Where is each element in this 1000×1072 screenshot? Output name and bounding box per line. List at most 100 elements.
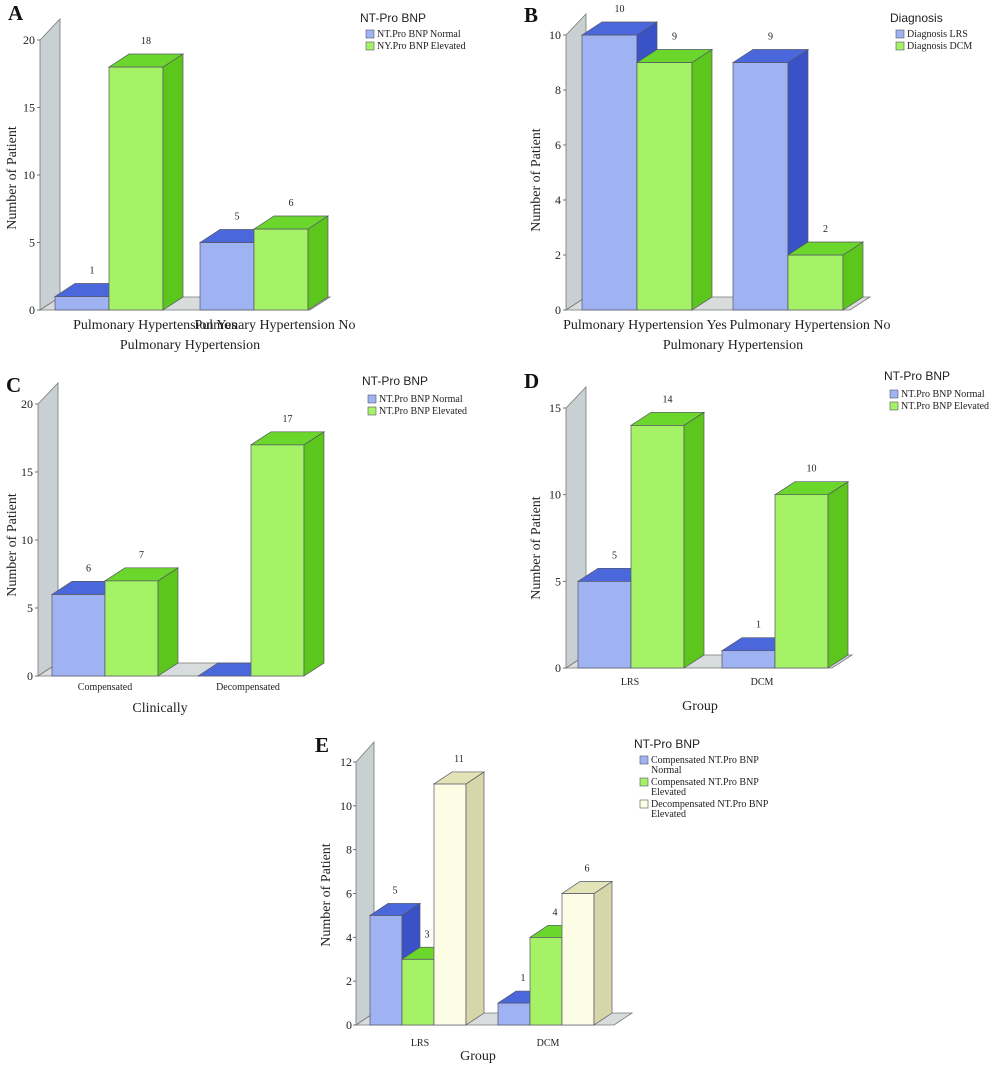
- legend-swatch-nt-pro-bnp-elevated: [367, 406, 377, 416]
- x-axis-title: Clinically: [132, 701, 187, 716]
- x-category-label: LRS: [621, 677, 639, 688]
- data-label: 1: [756, 620, 761, 631]
- chart-panel-e: E 0 2 4 6 8 10 12 5 3 11 LRS 1 4 6 DCM Group Number of Pa…: [315, 733, 769, 1064]
- data-label: 3: [425, 929, 430, 940]
- y-tick-label: 8: [555, 83, 561, 97]
- legend-title: NT-Pro BNP: [634, 737, 700, 751]
- bar-front: [721, 650, 776, 669]
- bar-top: [580, 21, 659, 36]
- bar-side: [307, 215, 329, 311]
- bar-side: [303, 431, 325, 677]
- bar-front: [51, 594, 106, 677]
- bar-diagnosis-lrs-pulmonary-hypertension-no: [731, 48, 810, 311]
- chart-panel-b: B 0 2 4 6 8 10 10 9 Pulmonary Hypertension Yes 9 2 P…: [524, 3, 972, 353]
- y-tick-label: 2: [346, 974, 352, 988]
- data-label: 5: [393, 885, 398, 896]
- data-label: 5: [235, 212, 240, 223]
- bar-diagnosis-dcm-pulmonary-hypertension-yes: [635, 48, 714, 311]
- bar-front: [54, 296, 110, 311]
- x-axis-title: Group: [460, 1049, 496, 1064]
- bar-nt-pro-bnp-elevated-compensated: [103, 567, 180, 677]
- bar-top: [103, 567, 180, 582]
- y-tick-label: 6: [346, 887, 352, 901]
- back-wall: [39, 18, 61, 311]
- y-tick-label: 5: [29, 236, 35, 250]
- data-label: 11: [454, 754, 464, 765]
- y-tick-label: 20: [21, 397, 33, 411]
- data-label: 10: [615, 4, 625, 15]
- bar-top: [629, 411, 706, 426]
- legend-entry-nt-pro-bnp-normal: NT.Pro BNP Normal: [379, 394, 463, 405]
- legend-entry-nt-pro-bnp-elevated: NT.Pro BNP Elevated: [901, 401, 989, 412]
- legend-entry-nt-pro-bnp-elevated: NT.Pro BNP Elevated: [379, 406, 467, 417]
- bar-front: [369, 915, 403, 1026]
- data-label: 6: [585, 864, 590, 875]
- x-category-label: LRS: [411, 1038, 429, 1049]
- legend: NT-Pro BNP Compensated NT.Pro BNP NormalCo…: [634, 737, 769, 820]
- y-axis-title: Number of Patient: [5, 126, 20, 230]
- y-tick-label: 5: [27, 601, 33, 615]
- y-tick-label: 2: [555, 248, 561, 262]
- y-axis-title: Number of Patient: [529, 496, 544, 600]
- data-label: 7: [139, 550, 144, 561]
- legend-swatch-compensated-nt-pro-bnp-normal: [639, 755, 649, 765]
- legend-swatch-nt-pro-bnp-normal: [367, 394, 377, 404]
- legend-swatch-decompensated-nt-pro-bnp-elevated: [639, 799, 649, 809]
- bar-top: [731, 49, 810, 63]
- legend-entry-line: Elevated: [651, 787, 686, 798]
- y-tick-label: 10: [549, 28, 561, 42]
- chart-panel-a: A 0 5 10 15 20 1 18 Pulmonary Hypertension Yes 5 6…: [5, 1, 466, 353]
- bar-side: [827, 481, 849, 669]
- y-tick-label: 0: [555, 303, 561, 317]
- y-tick-label: 4: [555, 193, 561, 207]
- bar-top: [773, 481, 850, 496]
- bar-front: [253, 228, 309, 311]
- bar-front: [630, 424, 685, 669]
- legend-title: Diagnosis: [890, 11, 943, 25]
- bar-side: [157, 567, 179, 677]
- data-label: 9: [768, 32, 773, 43]
- legend-entry-line: Decompensated NT.Pro BNP: [651, 799, 769, 810]
- x-axis-title: Pulmonary Hypertension: [663, 338, 803, 353]
- y-tick-label: 0: [27, 669, 33, 683]
- bar-top: [786, 241, 865, 256]
- y-tick-label: 0: [29, 303, 35, 317]
- bar-top: [432, 771, 486, 785]
- bar-front: [577, 580, 632, 669]
- data-label: 6: [86, 563, 91, 574]
- legend-title: NT-Pro BNP: [362, 374, 428, 388]
- chart-panel-c: C 0 5 10 15 20 6 7 Compensated 17 Decompensated Cli…: [5, 373, 467, 716]
- x-category-label: DCM: [537, 1038, 560, 1049]
- legend-entry-line: Normal: [651, 765, 682, 776]
- x-category-label: Pulmonary Hypertension Yes: [73, 318, 237, 333]
- bar-top: [368, 903, 422, 916]
- panel-letter: B: [524, 3, 538, 27]
- y-tick-label: 8: [346, 843, 352, 857]
- data-label: 4: [553, 907, 558, 918]
- bar-front: [108, 66, 164, 311]
- y-tick-label: 6: [555, 138, 561, 152]
- y-tick-label: 10: [21, 533, 33, 547]
- y-tick-label: 10: [549, 488, 561, 502]
- bar-side: [162, 53, 184, 311]
- legend-entry-nt-pro-bnp-normal: NT.Pro BNP Normal: [901, 389, 985, 400]
- x-category-label: DCM: [751, 677, 774, 688]
- data-label: 2: [823, 224, 828, 235]
- y-tick-label: 20: [23, 33, 35, 47]
- bar-top: [249, 431, 326, 446]
- bar-diagnosis-dcm-pulmonary-hypertension-no: [786, 241, 865, 311]
- bar-top: [635, 49, 714, 63]
- bar-front: [433, 783, 467, 1026]
- legend-swatch-diagnosis-lrs: [895, 29, 905, 39]
- y-tick-label: 4: [346, 930, 352, 944]
- legend-swatch-nt-pro-bnp-normal: [889, 389, 899, 399]
- bar-decompensated-nt-pro-bnp-elevated-dcm: [560, 880, 614, 1026]
- y-tick-label: 15: [23, 101, 35, 115]
- data-label: 1: [521, 973, 526, 984]
- bar-decompensated-nt-pro-bnp-elevated-lrs: [432, 771, 486, 1026]
- y-axis-title: Number of Patient: [5, 493, 20, 597]
- legend-entry-line: Elevated: [651, 809, 686, 820]
